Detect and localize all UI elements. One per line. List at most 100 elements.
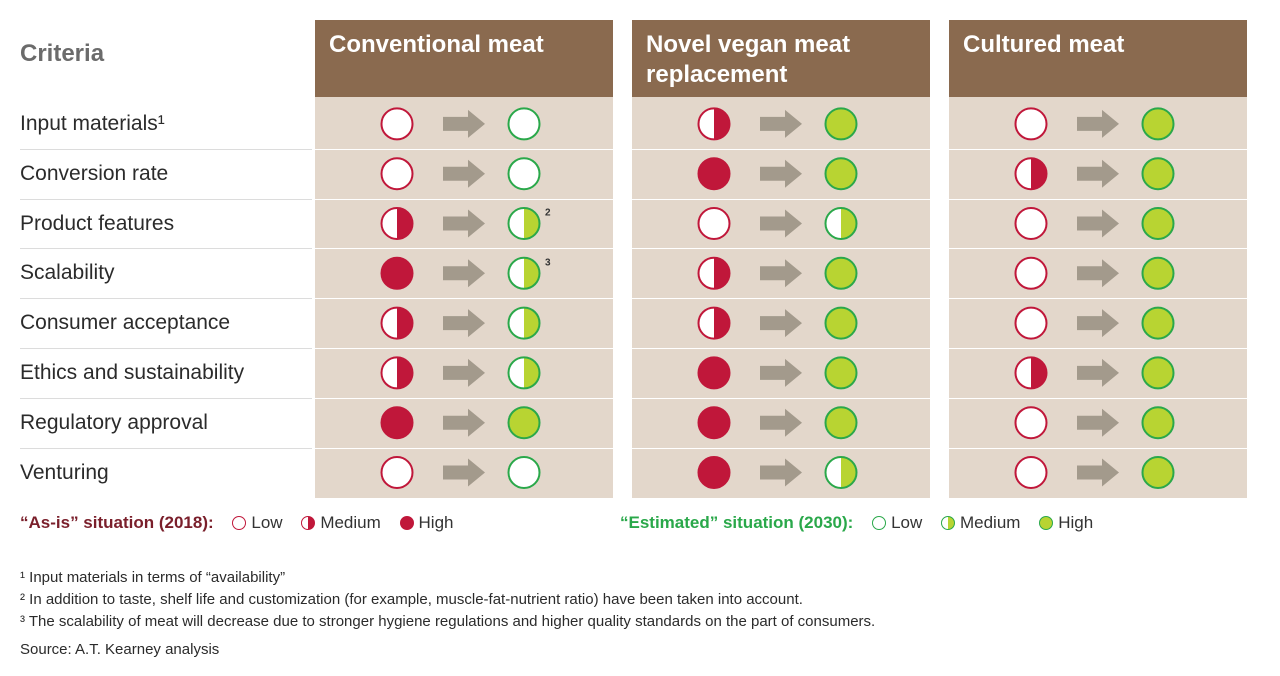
row-separator [20,248,1248,250]
source-note: Source: A.T. Kearney analysis [20,641,220,658]
estimated-rating-circle-medium [824,456,858,489]
legend-as-is-low-label: Low [251,513,283,532]
arrow-right-icon [443,358,485,387]
legend-estimated-medium-label: Medium [959,513,1021,532]
as-is-rating-circle-high [697,356,731,390]
arrow-right-icon [1077,408,1119,437]
estimated-rating-circle-low [507,157,541,191]
legend-as-is-high-label: High [418,513,454,532]
estimated-rating-circle-high [1141,207,1175,240]
estimated-rating-circle-high [824,256,858,290]
estimated-rating-circle-medium [507,356,541,390]
row-separator-label-area [20,348,312,349]
as-is-rating-circle-low [1014,406,1048,440]
legend-estimated-medium: Medium [940,513,1021,532]
row-separator [20,447,1248,449]
footnote-1: ¹ Input materials in terms of “availabil… [20,569,286,586]
row-separator-label-area [20,447,312,449]
legend-as-is-high: High [399,513,454,532]
as-is-rating-circle-low [1014,207,1048,240]
row-separator [20,198,1248,200]
estimated-rating-circle-low [507,107,541,141]
estimated-rating-circle-medium [507,207,541,240]
as-is-rating-circle-medium [697,306,731,340]
legend-as-is-medium-label: Medium [320,513,381,532]
arrow-right-icon [760,309,802,338]
legend-estimated: “Estimated” situation (2030): Low Medium… [620,512,1093,534]
as-is-rating-circle-medium [697,256,731,290]
row-separator-label-area [20,198,312,200]
estimated-rating-circle-medium [824,207,858,240]
high-filled-circle-icon [399,516,414,530]
as-is-rating-circle-medium [1014,157,1048,191]
arrow-right-icon [760,109,802,138]
as-is-rating-circle-high [697,456,731,489]
column-header-vegan: Novel vegan meat replacement [632,20,930,97]
row-separator [20,348,1248,349]
row-separator [20,148,1248,150]
estimated-rating-circle-low [507,456,541,489]
row-separator [20,298,1248,300]
panel-vegan [632,97,930,498]
legend-estimated-high: High [1039,513,1093,532]
as-is-rating-circle-high [697,406,731,440]
row-separator [20,397,1248,399]
arrow-right-icon [1077,259,1119,288]
estimated-rating-circle-high [1141,157,1175,191]
as-is-rating-circle-low [1014,306,1048,340]
legend-estimated-low-label: Low [891,513,923,532]
column-header-conventional: Conventional meat [315,20,613,97]
medium-half-circle-icon [940,516,955,530]
as-is-rating-circle-medium [380,356,414,390]
arrow-right-icon [443,309,485,338]
as-is-rating-circle-low [380,157,414,191]
row-separator-label-area [20,248,312,250]
high-filled-circle-icon [1039,516,1054,530]
row-label: Regulatory approval [20,410,208,434]
estimated-rating-circle-high [824,406,858,440]
as-is-rating-circle-medium [697,107,731,141]
row-label: Product features [20,211,175,235]
column-header-cultured: Cultured meat [949,20,1247,97]
as-is-rating-circle-low [380,456,414,489]
as-is-rating-circle-low [1014,456,1048,489]
panel-cultured [949,97,1247,498]
estimated-rating-circle-high [824,356,858,390]
arrow-right-icon [443,259,485,288]
as-is-rating-circle-low [1014,256,1048,290]
row-separator-label-area [20,397,312,399]
arrow-right-icon [443,408,485,437]
arrow-right-icon [1077,358,1119,387]
as-is-rating-circle-medium [380,306,414,340]
estimated-rating-circle-medium [507,256,541,290]
arrow-right-icon [760,159,802,188]
footnote-2: ² In addition to taste, shelf life and c… [20,591,803,608]
as-is-rating-circle-low [1014,107,1048,141]
estimated-rating-circle-high [507,406,541,440]
as-is-rating-circle-high [697,157,731,191]
legend-estimated-label: “Estimated” situation (2030): [620,513,854,532]
as-is-rating-circle-low [380,107,414,141]
estimated-rating-circle-medium [507,306,541,340]
low-circle-icon [872,516,887,530]
estimated-rating-circle-high [1141,356,1175,390]
arrow-right-icon [443,159,485,188]
arrow-right-icon [760,209,802,238]
legend-as-is-label: “As-is” situation (2018): [20,513,214,532]
arrow-right-icon [1077,209,1119,238]
arrow-right-icon [443,209,485,238]
legend-as-is-low: Low [232,513,283,532]
estimated-rating-circle-high [1141,456,1175,489]
estimated-rating-circle-high [1141,256,1175,290]
as-is-rating-circle-high [380,256,414,290]
row-label: Input materials¹ [20,111,165,135]
legend-as-is: “As-is” situation (2018): Low Medium Hig… [20,512,453,534]
arrow-right-icon [760,458,802,487]
arrow-right-icon [760,259,802,288]
row-label: Venturing [20,460,109,484]
as-is-rating-circle-medium [380,207,414,240]
legend-estimated-low: Low [872,513,922,532]
footnote-3: ³ The scalability of meat will decrease … [20,613,876,630]
